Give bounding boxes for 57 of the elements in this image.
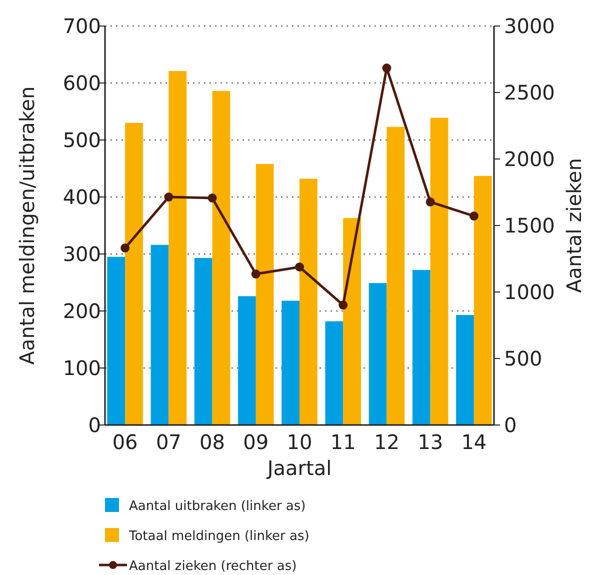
y-tick-label: 200 xyxy=(62,299,101,323)
y2-tick-label: 2500 xyxy=(504,80,555,104)
y-tick-label: 300 xyxy=(62,242,101,266)
y2-tick-label: 0 xyxy=(504,413,517,437)
bar xyxy=(256,164,274,425)
x-tick-label: 09 xyxy=(243,430,269,454)
bar xyxy=(107,256,126,425)
point xyxy=(469,212,478,221)
point xyxy=(164,192,174,202)
bar xyxy=(282,300,300,425)
bar xyxy=(412,270,430,425)
y2-tick-label: 3000 xyxy=(504,14,555,38)
bar xyxy=(430,118,448,425)
bar xyxy=(300,178,318,425)
point xyxy=(295,262,304,272)
x-tick-label: 11 xyxy=(330,430,356,454)
x-tick-label: 14 xyxy=(461,430,487,454)
bar xyxy=(168,71,187,425)
y-tick-label: 700 xyxy=(62,14,101,38)
y-tick-label: 400 xyxy=(62,185,101,209)
x-tick-label: 07 xyxy=(156,430,182,454)
y2-axis-title: Aantal zieken xyxy=(562,158,586,293)
bar xyxy=(194,258,212,425)
x-tick-label: 12 xyxy=(374,430,400,454)
y-tick-label: 0 xyxy=(88,413,101,437)
bar xyxy=(386,126,405,425)
point xyxy=(426,197,435,206)
bar xyxy=(238,296,256,425)
point xyxy=(251,270,260,279)
bar xyxy=(343,218,361,425)
x-tick-label: 08 xyxy=(200,430,226,454)
bar xyxy=(325,321,344,425)
y-axis-title: Aantal meldingen/uitbraken xyxy=(15,86,39,365)
point xyxy=(338,300,348,310)
bar xyxy=(474,176,492,425)
y-tick-label: 500 xyxy=(62,128,101,152)
bar xyxy=(456,314,474,425)
legend-label: Aantal zieken (rechter as) xyxy=(129,559,297,574)
y-tick-label: 100 xyxy=(62,356,101,380)
legend-label: Totaal meldingen (linker as) xyxy=(128,529,310,544)
bar xyxy=(368,283,387,425)
point xyxy=(382,64,392,73)
point xyxy=(120,243,130,252)
y2-tick-label: 500 xyxy=(504,346,542,370)
y2-tick-label: 2000 xyxy=(504,147,555,171)
bar xyxy=(212,90,230,425)
y-tick-label: 600 xyxy=(62,71,101,95)
legend-label: Aantal uitbraken (linker as) xyxy=(129,499,306,514)
bar xyxy=(150,244,169,425)
x-axis-title: Jaartal xyxy=(265,456,332,480)
bar xyxy=(125,122,143,425)
y2-tick-label: 1000 xyxy=(504,280,555,304)
x-tick-label: 06 xyxy=(112,430,138,454)
x-tick-label: 10 xyxy=(286,430,312,454)
y2-tick-label: 1500 xyxy=(504,214,555,238)
x-tick-label: 13 xyxy=(418,430,444,454)
point xyxy=(208,193,217,202)
